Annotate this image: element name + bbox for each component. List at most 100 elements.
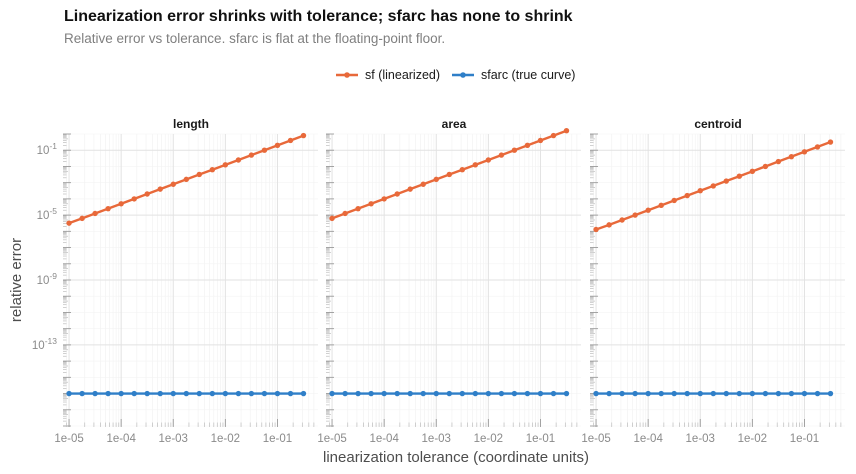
data-point-sfarc (274, 390, 281, 397)
data-point-sf (92, 210, 98, 217)
data-point-sf (472, 162, 479, 168)
data-point-sfarc (498, 390, 505, 397)
data-point-sfarc (827, 390, 834, 397)
x-tick-label: 1e-03 (159, 433, 188, 445)
data-point-sf (762, 163, 769, 170)
data-point-sfarc (606, 390, 612, 397)
data-point-sf (170, 181, 176, 187)
data-point-sf (723, 178, 729, 184)
data-point-sfarc (459, 390, 465, 397)
data-point-sfarc (342, 390, 348, 397)
data-point-sf (801, 149, 808, 155)
data-point-sf (420, 181, 426, 187)
data-point-sf (593, 226, 599, 233)
data-point-sf (446, 171, 452, 178)
data-point-sf (355, 205, 361, 212)
data-point-sfarc (619, 390, 625, 397)
data-point-sfarc (749, 390, 756, 397)
facet-strip-length: length (173, 117, 209, 131)
data-point-sf (524, 142, 531, 149)
data-point-sfarc (368, 390, 374, 397)
x-tick-label: 1e-05 (54, 433, 83, 445)
chart-title: Linearization error shrinks with toleran… (64, 8, 573, 25)
data-point-sf (645, 207, 651, 213)
data-point-sf (131, 196, 137, 202)
data-point-sf (684, 192, 690, 199)
data-point-sfarc (446, 390, 452, 397)
x-tick-label: 1e-04 (369, 433, 399, 445)
data-point-sfarc (563, 390, 570, 397)
data-point-sf (550, 132, 557, 139)
legend-label-sfarc: sfarc (true curve) (481, 68, 575, 82)
x-tick-label: 1e-03 (422, 433, 451, 445)
x-tick-label: 1e-04 (106, 433, 136, 445)
data-point-sfarc (235, 390, 242, 397)
legend-label-sf: sf (linearized) (365, 68, 440, 82)
legend-key-point-sf (344, 72, 350, 78)
data-point-sf (394, 191, 400, 197)
data-point-sfarc (788, 390, 795, 397)
data-point-sfarc (381, 390, 387, 397)
data-point-sfarc (524, 390, 531, 397)
data-point-sf (632, 212, 638, 218)
facet-panel-centroid: centroid 1e-05 1e-04 1e-03 1e-02 1e-01 (581, 117, 845, 445)
data-point-sfarc (407, 390, 413, 397)
y-tick-label: 10-9 (37, 271, 58, 287)
x-axis-title: linearization tolerance (coordinate unit… (323, 449, 589, 466)
data-point-sfarc (697, 390, 703, 397)
x-tick-label: 1e-02 (211, 433, 240, 445)
data-point-sfarc (118, 390, 124, 397)
data-point-sfarc (287, 390, 294, 397)
data-point-sf (368, 201, 374, 207)
data-point-sf (261, 147, 268, 153)
legend-key-point-sfarc (460, 72, 466, 78)
data-point-sf (537, 137, 544, 144)
data-point-sfarc (131, 390, 137, 397)
x-tick-label: 1e-01 (526, 433, 555, 445)
data-point-sf (498, 152, 505, 158)
y-tick-label: 10-13 (32, 336, 57, 352)
data-point-sfarc (537, 390, 544, 397)
data-point-sfarc (196, 390, 202, 397)
data-point-sf (511, 147, 518, 153)
data-point-sf (287, 137, 294, 144)
data-point-sf (342, 210, 348, 217)
data-point-sf (827, 139, 834, 145)
data-point-sfarc (632, 390, 638, 397)
y-tick-label: 10-5 (37, 206, 58, 222)
data-point-sf (248, 152, 255, 158)
data-point-sfarc (710, 390, 716, 397)
data-point-sfarc (658, 390, 664, 397)
data-point-sf (144, 191, 150, 197)
data-point-sfarc (550, 390, 557, 397)
x-tick-label: 1e-04 (633, 433, 663, 445)
data-point-sfarc (684, 390, 690, 397)
data-point-sfarc (261, 390, 268, 397)
data-point-sf (209, 167, 216, 173)
data-point-sfarc (736, 390, 743, 397)
facet-strip-centroid: centroid (694, 117, 741, 131)
data-point-sfarc (222, 390, 229, 397)
data-point-sf (658, 202, 664, 209)
data-point-sf (66, 220, 72, 226)
data-point-sfarc (209, 390, 216, 397)
x-tick-label: 1e-01 (263, 433, 292, 445)
data-point-sfarc (170, 390, 176, 397)
data-point-sf (381, 196, 387, 202)
data-point-sf (775, 158, 782, 165)
data-point-sf (619, 217, 625, 223)
data-point-sf (274, 142, 281, 149)
data-point-sfarc (66, 390, 72, 397)
data-point-sfarc (355, 390, 361, 397)
data-point-sfarc (329, 390, 335, 397)
data-point-sfarc (511, 390, 518, 397)
data-point-sfarc (105, 390, 111, 397)
data-point-sfarc (723, 390, 729, 397)
y-tick-label: 10-1 (37, 141, 58, 157)
data-point-sf (736, 173, 743, 179)
y-axis-title: relative error (8, 238, 25, 322)
data-point-sfarc (593, 390, 599, 397)
data-point-sf (788, 153, 795, 160)
data-point-sf (710, 183, 716, 189)
data-point-sf (222, 162, 229, 168)
